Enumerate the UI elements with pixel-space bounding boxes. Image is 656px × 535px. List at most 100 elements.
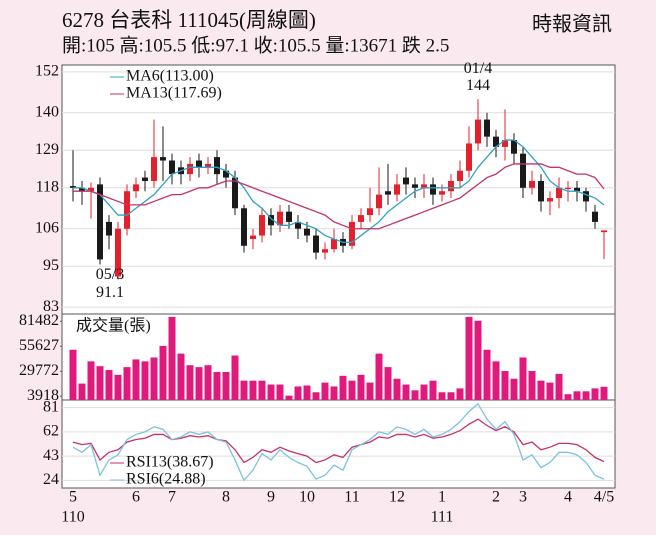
candle-body	[88, 187, 94, 192]
candle-body	[421, 184, 427, 188]
annotation-date: 05/3	[96, 266, 124, 283]
candle-body	[169, 160, 175, 175]
candle-body	[322, 249, 328, 253]
volume-bar	[78, 383, 86, 400]
volume-bar	[375, 353, 383, 400]
volume-bar	[474, 320, 482, 400]
candle-body	[529, 180, 535, 188]
volume-bar	[159, 345, 167, 400]
candle-body	[97, 184, 103, 260]
volume-bar	[141, 361, 149, 400]
volume-bar	[510, 378, 518, 400]
volume-bar	[591, 388, 599, 400]
candle-body	[412, 184, 418, 188]
y-tick-label: 62	[43, 423, 59, 440]
volume-bar	[168, 316, 176, 400]
x-sublabel: 111	[431, 509, 454, 526]
candle-body	[349, 221, 355, 246]
volume-bar	[321, 382, 329, 400]
volume-bar	[303, 385, 311, 400]
x-tick-label: 5	[69, 489, 77, 506]
volume-bar	[411, 390, 419, 400]
volume-bar	[564, 394, 572, 400]
volume-bar	[447, 392, 455, 400]
volume-bar	[105, 370, 113, 400]
volume-bar	[87, 361, 95, 400]
candle-body	[583, 191, 589, 202]
candle-body	[439, 191, 445, 195]
candle-body	[565, 187, 571, 189]
candle-body	[556, 187, 562, 199]
volume-bar	[267, 384, 275, 400]
ma-line	[73, 163, 605, 230]
candle-body	[124, 191, 130, 229]
y-tick-label: 140	[35, 103, 59, 120]
volume-bar	[177, 353, 185, 400]
candle-body	[592, 211, 598, 222]
x-sublabel: 110	[61, 509, 84, 526]
x-tick-label: 12	[389, 489, 405, 506]
legend-entry: RSI6(24.88)	[126, 471, 206, 488]
candle-body	[394, 184, 400, 195]
candle-body	[385, 191, 391, 195]
legend-entry: RSI13(38.67)	[126, 454, 214, 471]
volume-bar	[69, 349, 77, 400]
source: 時報資訊	[532, 13, 612, 36]
candle-body	[151, 157, 157, 181]
volume-bar	[573, 391, 581, 400]
candle-body	[358, 215, 364, 222]
candle-body	[304, 228, 310, 236]
rsi-line	[72, 402, 605, 482]
y-tick-label: 83	[43, 298, 59, 315]
volume-bar	[357, 374, 365, 400]
candle-body	[232, 177, 238, 209]
volume-bar	[402, 384, 410, 400]
volume-bar	[456, 388, 464, 400]
candle-body	[241, 208, 247, 246]
volume-bar	[195, 367, 203, 400]
volume-bar	[96, 366, 104, 400]
volume-bar	[240, 380, 248, 400]
y-tick-label: 29772	[19, 362, 59, 379]
volume-bar	[132, 359, 140, 400]
legend-entry: MA6(113.00)	[126, 68, 214, 85]
candle-body	[466, 143, 472, 171]
candle-body	[79, 187, 85, 192]
candle-body	[70, 186, 76, 188]
y-tick-label: 95	[43, 257, 59, 274]
y-tick-label: 81	[43, 398, 59, 415]
volume-bar	[492, 361, 500, 400]
volume-bar	[366, 382, 374, 400]
volume-bar	[483, 349, 491, 400]
candle-body	[331, 238, 337, 250]
candle-body	[448, 180, 454, 192]
rsi-line	[72, 418, 605, 464]
candle-body	[268, 215, 274, 226]
x-tick-label: 11	[344, 489, 359, 506]
y-tick-label: 152	[35, 62, 59, 79]
candle-body	[196, 160, 202, 168]
candle-body	[214, 157, 220, 175]
candle-body	[133, 184, 139, 192]
x-tick-label: 8	[222, 489, 230, 506]
candle-body	[115, 228, 121, 277]
volume-bar	[150, 357, 158, 400]
x-tick-label: 3	[519, 489, 527, 506]
candle-body	[187, 163, 193, 175]
candle-body	[538, 180, 544, 202]
volume-bar	[114, 374, 122, 400]
volume-bar	[429, 380, 437, 400]
y-tick-label: 118	[36, 178, 59, 195]
candle-body	[511, 140, 517, 154]
x-tick-label: 10	[299, 489, 315, 506]
candle-body	[367, 208, 373, 216]
annotation-value: 144	[466, 77, 490, 94]
x-tick-label: 4/5	[594, 489, 614, 506]
x-tick-label: 4	[564, 489, 572, 506]
candle-body	[295, 221, 301, 229]
volume-bar	[582, 391, 590, 400]
volume-bar	[330, 386, 338, 400]
volume-bar	[537, 380, 545, 400]
volume-bar	[555, 373, 563, 400]
chart-subtitle: 開:105 高:105.5 低:97.1 收:105.5 量:13671 跌 2…	[62, 34, 449, 56]
